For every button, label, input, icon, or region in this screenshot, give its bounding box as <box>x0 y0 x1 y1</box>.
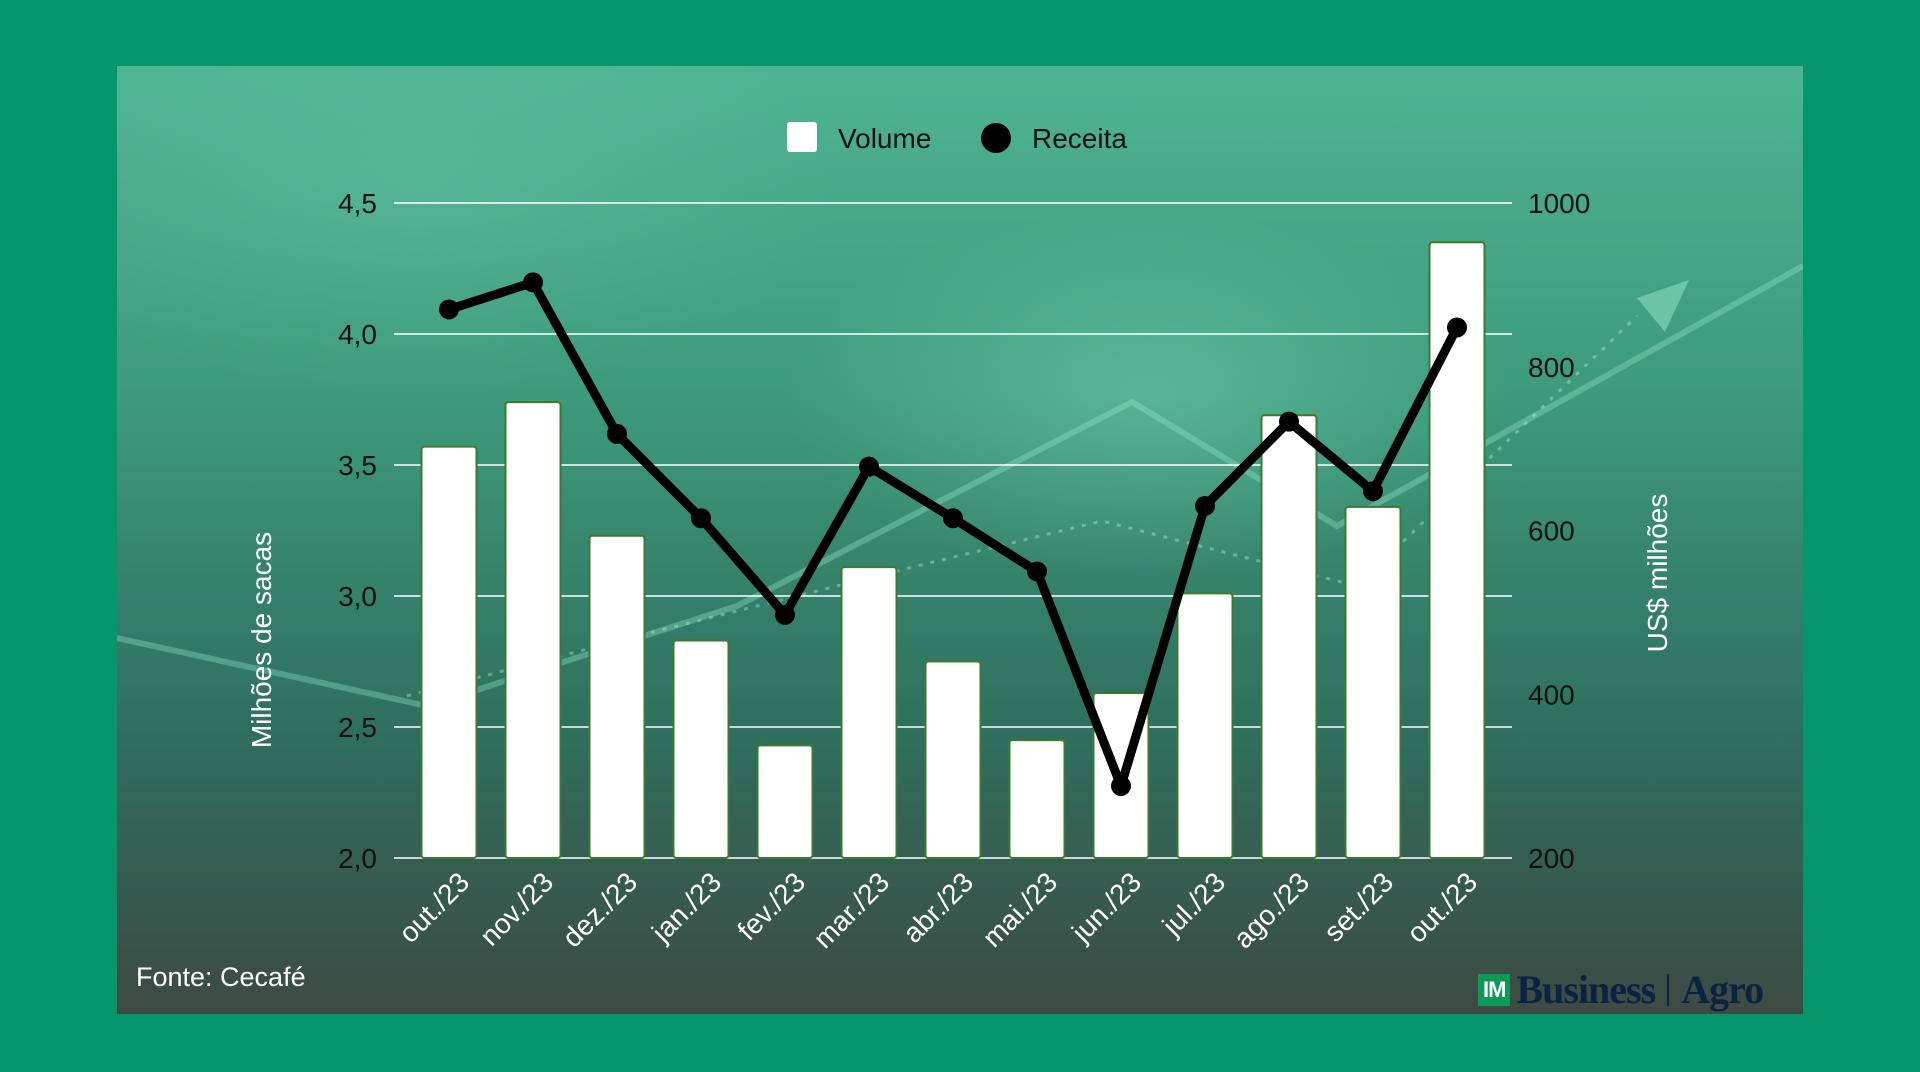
legend-volume-label: Volume <box>838 123 931 154</box>
left-tick-label: 4,5 <box>338 188 377 219</box>
x-tick-label: jan./23 <box>645 866 727 948</box>
receita-point <box>943 508 963 529</box>
receita-point <box>607 423 627 444</box>
left-tick-label: 3,5 <box>338 450 377 481</box>
receita-point <box>1195 495 1215 516</box>
left-tick-label: 4,0 <box>338 319 377 350</box>
x-tick-label: dez./23 <box>556 866 643 953</box>
x-tick-label: nov./23 <box>474 866 559 951</box>
left-axis-title: Milhões de sacas <box>246 532 277 748</box>
right-tick-label: 1000 <box>1528 188 1590 219</box>
decor-dotted-line <box>406 314 1639 698</box>
right-tick-label: 800 <box>1528 352 1575 383</box>
legend-volume-swatch <box>787 122 817 152</box>
legend-receita-label: Receita <box>1032 123 1127 154</box>
chart: 2,0 2,5 3,0 3,5 4,0 4,5 200 400 600 800 1000 out.… <box>117 122 1803 954</box>
volume-bar <box>756 744 814 860</box>
receita-point <box>859 456 879 477</box>
right-axis-ticks: 200 400 600 800 1000 <box>1528 188 1590 874</box>
left-axis-ticks: 2,0 2,5 3,0 3,5 4,0 4,5 <box>338 188 377 874</box>
volume-bar <box>1008 739 1066 859</box>
source-note: Fonte: Cecafé <box>136 962 306 992</box>
x-tick-label: fev./23 <box>731 866 811 946</box>
brand-business: Business <box>1516 967 1656 1012</box>
brand-separator <box>1667 973 1670 1006</box>
brand-im-badge: IM <box>1478 973 1511 1006</box>
chart-panel: 2,0 2,5 3,0 3,5 4,0 4,5 200 400 600 800 1000 out.… <box>117 66 1803 1014</box>
volume-bar <box>1428 241 1486 860</box>
x-tick-label: jun./23 <box>1065 866 1147 948</box>
x-tick-label: mar./23 <box>807 866 895 954</box>
legend-receita-swatch <box>981 123 1011 153</box>
receita-point <box>1447 317 1467 338</box>
receita-point <box>1027 561 1047 582</box>
right-axis-title: US$ milhões <box>1642 494 1673 653</box>
left-tick-label: 2,0 <box>338 843 377 874</box>
volume-bar <box>1344 505 1402 859</box>
receita-point <box>1279 411 1299 432</box>
volume-bar <box>672 639 730 859</box>
right-tick-label: 200 <box>1528 843 1575 874</box>
receita-point <box>691 508 711 529</box>
right-tick-label: 600 <box>1528 516 1575 547</box>
receita-point <box>1111 775 1131 796</box>
x-tick-label: out./23 <box>1401 866 1483 948</box>
left-tick-label: 2,5 <box>338 712 377 743</box>
x-tick-label: set./23 <box>1318 866 1399 947</box>
brand-logo: IM Business Agro <box>1478 966 1764 1013</box>
legend: Volume Receita <box>787 122 1127 154</box>
x-tick-label: ago./23 <box>1227 866 1315 954</box>
right-tick-label: 400 <box>1528 679 1575 710</box>
volume-bar <box>588 534 646 859</box>
x-tick-label: mai./23 <box>976 866 1063 953</box>
receita-point <box>523 272 543 293</box>
volume-bar <box>504 401 562 859</box>
receita-point <box>1363 481 1383 502</box>
volume-bar <box>420 445 478 859</box>
volume-bar <box>1176 592 1234 859</box>
decor-arrow-head <box>1637 280 1689 332</box>
x-tick-label: abr./23 <box>897 866 979 948</box>
volume-bar <box>1260 414 1318 859</box>
receita-point <box>439 299 459 320</box>
x-tick-label: out./23 <box>393 866 475 948</box>
volume-bar <box>924 660 982 859</box>
left-tick-label: 3,0 <box>338 581 377 612</box>
volume-bars <box>420 241 1486 860</box>
volume-bar <box>840 566 898 859</box>
brand-agro: Agro <box>1681 967 1764 1012</box>
x-tick-label: jul./23 <box>1156 866 1231 941</box>
receita-line <box>439 272 1467 796</box>
receita-point <box>775 604 795 625</box>
